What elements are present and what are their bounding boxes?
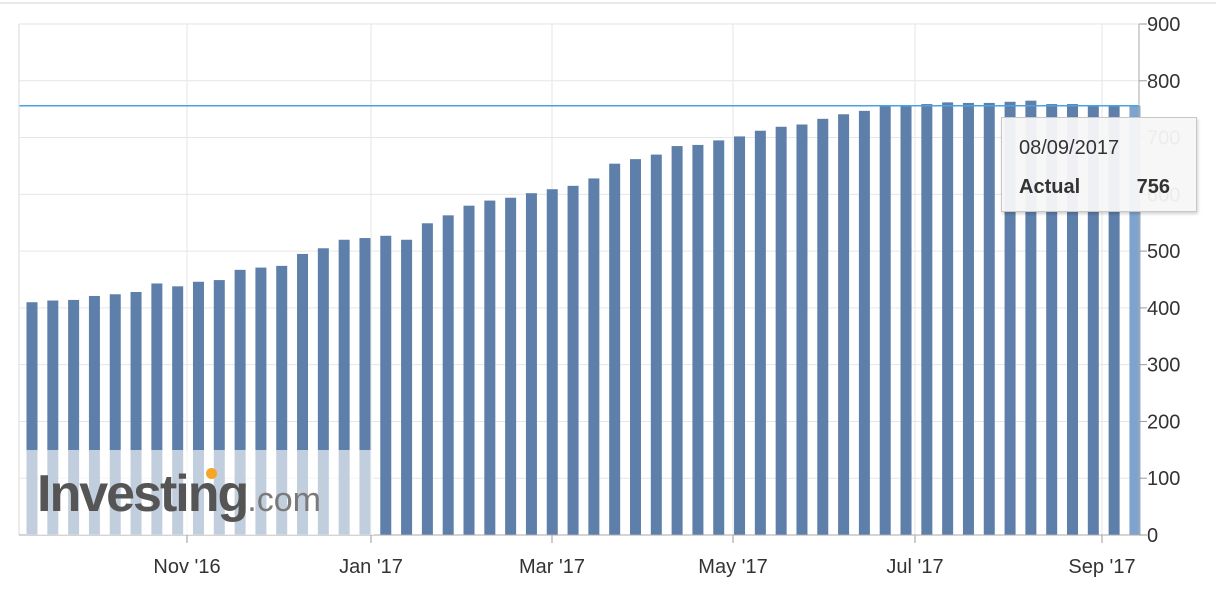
tooltip-value: 756: [1136, 176, 1170, 198]
y-tick-label: 0: [1147, 525, 1158, 547]
bar[interactable]: [109, 294, 121, 535]
bar[interactable]: [650, 154, 662, 536]
watermark-suffix: .com: [247, 481, 321, 519]
bar[interactable]: [546, 189, 558, 535]
bar[interactable]: [983, 102, 995, 535]
bar[interactable]: [962, 102, 974, 535]
x-tick-label: May '17: [698, 556, 767, 578]
bar[interactable]: [1108, 105, 1120, 535]
y-tick-label: 100: [1147, 468, 1180, 490]
bar[interactable]: [68, 299, 80, 535]
bar[interactable]: [858, 110, 870, 536]
bar[interactable]: [838, 114, 850, 535]
bar[interactable]: [713, 140, 725, 535]
y-axis: 0100200300400500600700800900: [1139, 14, 1180, 547]
bar[interactable]: [88, 295, 100, 535]
bar[interactable]: [588, 178, 600, 536]
bar[interactable]: [1129, 105, 1141, 535]
bar[interactable]: [234, 269, 246, 535]
bar[interactable]: [1046, 104, 1058, 535]
bar[interactable]: [255, 267, 267, 535]
bar[interactable]: [921, 104, 933, 535]
logo-dot-icon: [206, 468, 217, 479]
bars: [26, 100, 1141, 536]
tooltip: 08/09/2017 Actual 756: [1001, 117, 1197, 212]
bar[interactable]: [421, 223, 433, 536]
bar[interactable]: [525, 193, 537, 535]
bar[interactable]: [567, 185, 579, 536]
bar[interactable]: [297, 253, 309, 535]
y-tick-label: 900: [1147, 14, 1180, 36]
y-tick-label: 200: [1147, 411, 1180, 433]
bar[interactable]: [1067, 104, 1078, 535]
y-tick-label: 500: [1147, 241, 1180, 263]
bar[interactable]: [692, 144, 704, 536]
investing-watermark: Investing.com: [26, 450, 374, 535]
bar[interactable]: [609, 163, 621, 535]
x-axis: Nov '16 Jan '17 Mar '17 May '17 Jul '17 Sep '…: [153, 535, 1136, 578]
bar[interactable]: [26, 302, 38, 535]
y-tick-label: 800: [1147, 71, 1180, 93]
x-tick-label: Mar '17: [519, 556, 585, 578]
bar[interactable]: [359, 238, 371, 535]
bar[interactable]: [442, 215, 454, 535]
bar[interactable]: [942, 102, 954, 535]
tooltip-date: 08/09/2017: [1019, 137, 1120, 159]
bar[interactable]: [276, 265, 288, 535]
bar[interactable]: [130, 291, 142, 535]
bar[interactable]: [47, 300, 59, 535]
bar[interactable]: [1004, 101, 1016, 535]
y-tick-label: 300: [1147, 355, 1180, 377]
bar[interactable]: [671, 146, 683, 536]
bar[interactable]: [317, 248, 329, 535]
x-tick-label: Jan '17: [339, 556, 403, 578]
bar[interactable]: [172, 286, 184, 535]
x-tick-label: Jul '17: [886, 556, 943, 578]
bar[interactable]: [192, 281, 204, 535]
bar[interactable]: [1087, 105, 1099, 535]
bar[interactable]: [213, 280, 225, 535]
tooltip-label: Actual: [1019, 176, 1081, 198]
bar[interactable]: [734, 136, 746, 536]
bar[interactable]: [879, 105, 891, 535]
y-tick-label: 400: [1147, 298, 1180, 320]
bar[interactable]: [463, 205, 475, 535]
bar[interactable]: [900, 105, 912, 535]
bar[interactable]: [817, 118, 829, 536]
bar[interactable]: [754, 130, 766, 535]
bar[interactable]: [775, 126, 787, 536]
x-tick-label: Sep '17: [1068, 556, 1135, 578]
bar[interactable]: [796, 124, 808, 535]
bar[interactable]: [338, 239, 350, 535]
bar[interactable]: [484, 200, 496, 535]
bar[interactable]: [505, 197, 517, 536]
bar[interactable]: [629, 159, 641, 535]
x-tick-label: Nov '16: [153, 556, 220, 578]
bar[interactable]: [1025, 100, 1037, 536]
bar[interactable]: [380, 235, 392, 535]
bar[interactable]: [151, 283, 163, 535]
bar[interactable]: [401, 239, 413, 535]
